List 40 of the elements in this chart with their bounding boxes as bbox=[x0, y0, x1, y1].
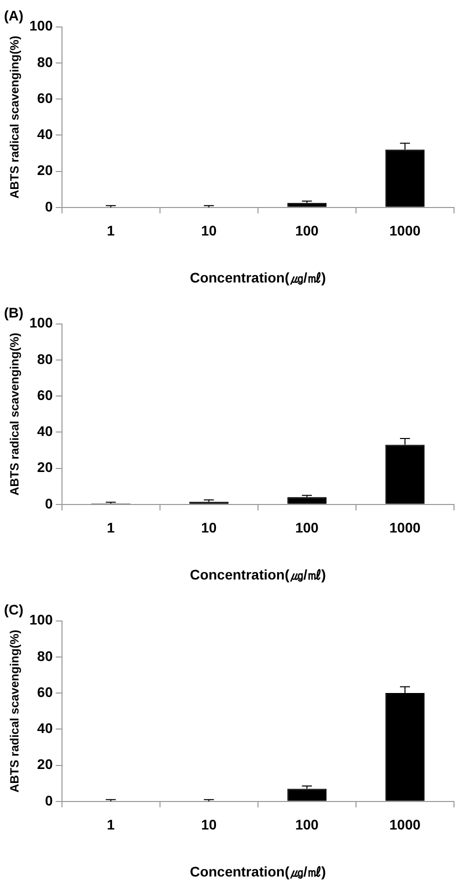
y-tick-label: 0 bbox=[44, 495, 53, 512]
x-tick-label: 1000 bbox=[389, 222, 421, 239]
y-axis-title: ABTS radical scavenging(%) bbox=[8, 332, 22, 496]
x-tick-label: 10 bbox=[201, 520, 217, 536]
y-tick-label: 100 bbox=[29, 314, 53, 331]
y-tick-label: 80 bbox=[37, 54, 53, 70]
chart-title: (C) bbox=[4, 601, 24, 618]
x-tick-label: 100 bbox=[295, 816, 319, 833]
y-tick-label: 80 bbox=[37, 648, 53, 664]
y-tick-label: 40 bbox=[37, 126, 53, 142]
y-tick-label: 20 bbox=[37, 459, 53, 476]
y-tick-label: 40 bbox=[37, 720, 53, 736]
x-tick-label: 1 bbox=[106, 520, 115, 536]
y-tick-label: 40 bbox=[37, 423, 53, 440]
x-tick-label: 1 bbox=[106, 222, 115, 239]
x-tick-label: 1000 bbox=[389, 816, 421, 833]
y-tick-label: 0 bbox=[44, 198, 53, 214]
y-tick-label: 20 bbox=[37, 756, 53, 772]
x-tick-label: 1 bbox=[106, 816, 115, 833]
chart-title: (A) bbox=[4, 7, 24, 24]
y-axis-title: ABTS radical scavenging(%) bbox=[8, 36, 22, 198]
x-axis-title: Concentration(㎍/㎖) bbox=[190, 269, 326, 286]
bar bbox=[287, 497, 327, 504]
y-tick-label: 80 bbox=[37, 350, 53, 367]
y-tick-label: 100 bbox=[29, 18, 53, 34]
y-tick-label: 0 bbox=[44, 792, 53, 808]
x-tick-label: 1000 bbox=[389, 520, 421, 536]
chart-title: (B) bbox=[4, 304, 24, 320]
y-tick-label: 60 bbox=[37, 386, 53, 403]
x-axis-title: Concentration(㎍/㎖) bbox=[190, 863, 326, 880]
y-tick-label: 100 bbox=[29, 612, 53, 628]
y-tick-label: 60 bbox=[37, 684, 53, 700]
x-tick-label: 100 bbox=[295, 222, 319, 239]
y-axis-title: ABTS radical scavenging(%) bbox=[8, 630, 22, 792]
y-tick-label: 20 bbox=[37, 162, 53, 178]
x-axis-title: Concentration(㎍/㎖) bbox=[190, 566, 326, 582]
x-tick-label: 10 bbox=[201, 222, 217, 239]
x-tick-label: 100 bbox=[295, 520, 319, 536]
x-tick-label: 10 bbox=[201, 816, 217, 833]
y-tick-label: 60 bbox=[37, 90, 53, 106]
